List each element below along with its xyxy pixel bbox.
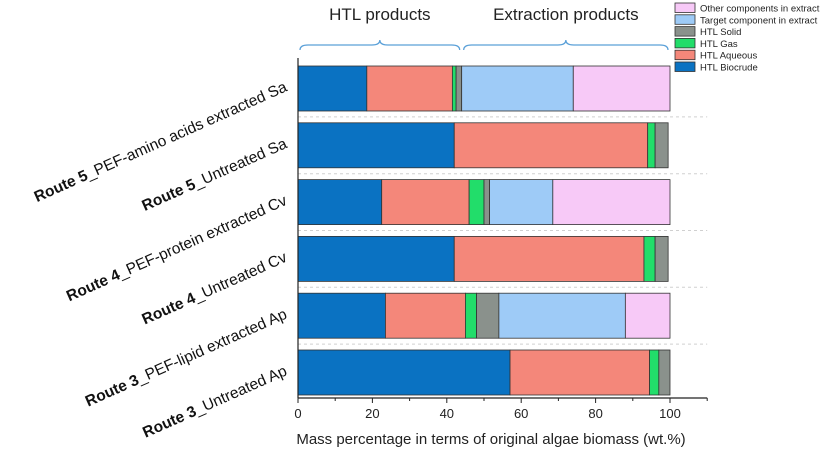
legend-label: Target component in extract (700, 15, 818, 26)
legend-swatch (674, 61, 696, 72)
bar-segment-other-components-in-extract: Route 5_PEF-amino acids extracted Sa — O… (572, 65, 671, 112)
category-desc: _PEF-amino acids extracted Sa (83, 78, 290, 183)
legend-label: HTL Solid (700, 27, 741, 38)
route-label: Route 4 (139, 290, 198, 329)
bar-segment-htl-aqueous: Route 3_Untreated Ap — HTL Aqueous: 37.5 (509, 349, 650, 396)
group-brace (299, 39, 461, 51)
bar-segment-htl-gas: Route 5_PEF-amino acids extracted Sa — H… (451, 65, 457, 112)
route-label: Route 4 (64, 266, 123, 305)
x-tick-label: 0 (294, 406, 301, 421)
bar-segment-htl-biocrude: Route 5_PEF-amino acids extracted Sa — H… (297, 65, 368, 112)
group-brace (463, 39, 669, 51)
bar-segment-htl-aqueous: Route 3_PEF-lipid extracted Ap — HTL Aqu… (385, 292, 466, 339)
legend-label: HTL Aqueous (700, 51, 757, 62)
group-label: HTL products (329, 5, 430, 24)
bar-segment-htl-solid: Route 5_PEF-amino acids extracted Sa — H… (455, 65, 463, 112)
x-tick-label: 40 (440, 406, 454, 421)
bar-segment-htl-solid: Route 4_Untreated Cv — HTL Solid: 3.5 (654, 235, 669, 282)
bar-segment-other-components-in-extract: Route 4_PEF-protein extracted Cv — Other… (552, 179, 671, 226)
bar-segment-htl-aqueous: Route 5_Untreated Sa — HTL Aqueous: 52 (453, 122, 649, 169)
bar-segment-htl-aqueous: Route 4_Untreated Cv — HTL Aqueous: 51 (453, 235, 645, 282)
category-labels: Route 5_PEF-amino acids extracted SaRout… (32, 78, 290, 441)
x-tick-label: 80 (588, 406, 602, 421)
bar-segment-target-component-in-extract: Route 4_PEF-protein extracted Cv — Targe… (489, 179, 554, 226)
bar-segment-htl-biocrude: Route 3_Untreated Ap — HTL Biocrude: 57 (297, 349, 511, 396)
x-tick-label: 100 (659, 406, 681, 421)
gridlines (298, 116, 708, 345)
category-desc: _Untreated Sa (190, 135, 289, 192)
x-axis: 0 20 40 60 80 100 (294, 58, 708, 421)
group-braces: HTL products Extraction products (299, 5, 669, 51)
legend-label: Other components in extract (700, 4, 820, 15)
bar-segment-htl-biocrude: Route 4_PEF-protein extracted Cv — HTL B… (297, 179, 383, 226)
bar-segment-htl-gas: Route 5_Untreated Sa — HTL Gas: 2 (647, 122, 656, 169)
category-label: Route 3_PEF-lipid extracted Ap (83, 306, 290, 411)
category-desc: _Untreated Cv (190, 249, 289, 306)
x-tick-label: 60 (514, 406, 528, 421)
bar-segment-htl-gas: Route 3_Untreated Ap — HTL Gas: 2.5 (649, 349, 660, 396)
bars: Route 5_PEF-amino acids extracted Sa — H… (297, 65, 671, 396)
bar-segment-target-component-in-extract: Route 5_PEF-amino acids extracted Sa — T… (461, 65, 574, 112)
legend-swatch (674, 26, 696, 37)
legend-swatch (674, 49, 696, 61)
bar-segment-htl-solid: Route 4_PEF-protein extracted Cv — HTL S… (483, 179, 490, 226)
bar-segment-htl-solid: Route 5_Untreated Sa — HTL Solid: 3.5 (654, 122, 669, 169)
x-axis-title: Mass percentage in terms of original alg… (296, 431, 685, 448)
route-label: Route 5 (139, 176, 198, 215)
bar-segment-target-component-in-extract: Route 3_PEF-lipid extracted Ap — Target … (498, 292, 626, 339)
x-tick-label: 20 (365, 406, 379, 421)
category-label: Route 5_PEF-amino acids extracted Sa (32, 78, 290, 205)
bar-segment-htl-gas: Route 4_PEF-protein extracted Cv — HTL G… (468, 179, 485, 226)
bar-segment-htl-biocrude: Route 4_Untreated Cv — HTL Biocrude: 42 (297, 235, 455, 282)
bar-segment-htl-gas: Route 3_PEF-lipid extracted Ap — HTL Gas… (464, 292, 477, 339)
route-label: Route 3 (140, 403, 199, 442)
bar-segment-htl-gas: Route 4_Untreated Cv — HTL Gas: 3 (643, 235, 656, 282)
bar-segment-htl-aqueous: Route 5_PEF-amino acids extracted Sa — H… (366, 65, 453, 112)
route-label: Route 3 (83, 372, 142, 411)
bar-segment-htl-aqueous: Route 4_PEF-protein extracted Cv — HTL A… (381, 179, 470, 226)
bar-segment-other-components-in-extract: Route 3_PEF-lipid extracted Ap — Other c… (624, 292, 671, 339)
category-desc: _Untreated Ap (191, 363, 289, 419)
legend-label: HTL Gas (700, 39, 738, 50)
bar-segment-htl-solid: Route 3_PEF-lipid extracted Ap — HTL Sol… (476, 292, 500, 339)
category-label: Route 4_PEF-protein extracted Cv (64, 192, 290, 305)
bar-segment-htl-biocrude: Route 3_PEF-lipid extracted Ap — HTL Bio… (297, 292, 386, 339)
legend-swatch (674, 38, 696, 49)
group-label: Extraction products (493, 5, 639, 24)
legend-swatch (674, 2, 696, 13)
bar-segment-htl-biocrude: Route 5_Untreated Sa — HTL Biocrude: 42 (297, 122, 455, 169)
legend-swatch (674, 14, 696, 25)
route-label: Route 5 (32, 167, 91, 206)
bar-segment-htl-solid: Route 3_Untreated Ap — HTL Solid: 3 (658, 349, 671, 396)
legend-label: HTL Biocrude (700, 63, 758, 74)
